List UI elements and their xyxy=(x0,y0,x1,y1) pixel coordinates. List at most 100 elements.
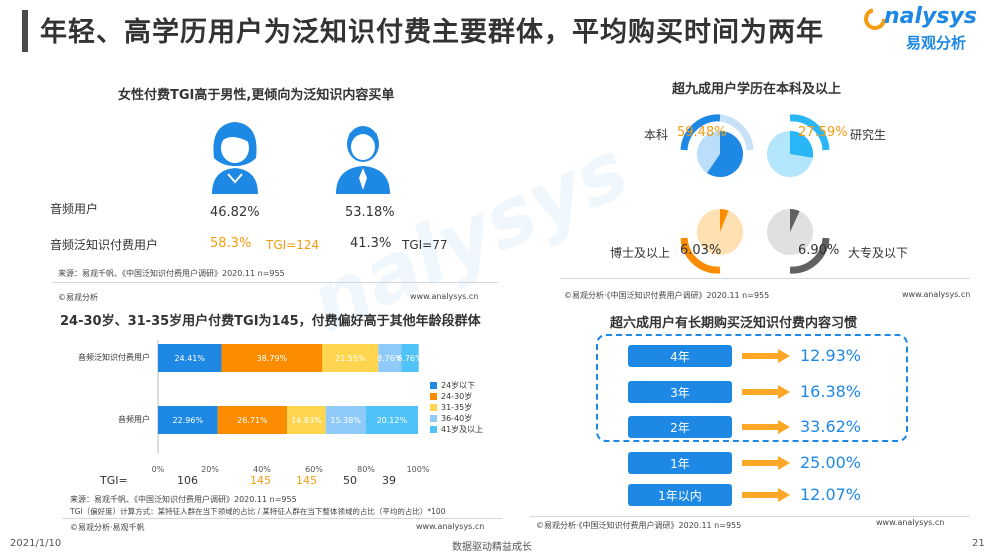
footer-page-number: 21 xyxy=(972,538,985,549)
legend-item: 31-35岁 xyxy=(430,402,483,413)
age-source-1: 来源：易观千帆、《中国泛知识付费用户调研》2020.11 n=955 xyxy=(70,495,297,504)
bar-value-label: 26.71% xyxy=(237,416,268,425)
legend-swatch xyxy=(430,382,437,389)
tgi-value: 39 xyxy=(382,474,396,487)
duration-value: 25.00% xyxy=(800,453,862,472)
female-audio-value: 46.82% xyxy=(210,205,260,220)
right-arrow-icon xyxy=(742,349,790,363)
male-paid-value: 41.3% xyxy=(350,236,392,251)
x-tick-label: 60% xyxy=(305,465,323,474)
bar-value-label: 22.96% xyxy=(173,416,204,425)
female-user-icon xyxy=(212,122,258,194)
x-tick-label: 100% xyxy=(407,465,430,474)
education-rings xyxy=(680,114,830,274)
title-accent-bar xyxy=(22,10,28,52)
long-term-highlight-box xyxy=(596,334,908,442)
right-arrow-icon xyxy=(742,420,790,434)
bachelor-value: 59.48% xyxy=(677,125,727,140)
paid-user-label: 音频泛知识付费用户 xyxy=(50,238,159,252)
education-divider xyxy=(560,278,970,279)
bar-segment xyxy=(158,406,218,434)
female-tgi: TGI=124 xyxy=(266,238,320,252)
education-url: www.analysys.cn xyxy=(902,290,971,299)
legend-label: 24岁以下 xyxy=(441,381,476,390)
bar-segment xyxy=(365,406,418,434)
bachelor-pie-slice xyxy=(707,131,743,177)
bar-segment xyxy=(217,406,288,434)
bar-segment xyxy=(158,344,222,372)
legend-item: 24-30岁 xyxy=(430,391,483,402)
duration-url: www.analysys.cn xyxy=(876,518,945,527)
legend-swatch xyxy=(430,426,437,433)
doctor-label: 博士及以上 xyxy=(610,246,671,260)
doctor-value: 6.03% xyxy=(680,243,722,258)
bar-value-label: 8.76% xyxy=(377,354,403,363)
bar-value-label: 38.79% xyxy=(257,354,288,363)
duration-source: ©易观分析·《中国泛知识付费用户调研》2020.11 n=955 xyxy=(536,521,742,530)
legend-label: 36-40岁 xyxy=(441,414,473,423)
duration-pill: 1年 xyxy=(628,452,732,474)
bachelor-label: 本科 xyxy=(644,128,669,142)
page-title: 年轻、高学历用户为泛知识付费主要群体，平均购买时间为两年 xyxy=(40,17,824,48)
duration-subtitle: 超六成用户有长期购买泛知识付费内容习惯 xyxy=(610,316,858,331)
bar-value-label: 14.83% xyxy=(291,416,322,425)
bar-value-label: 21.55% xyxy=(335,354,366,363)
x-tick-label: 20% xyxy=(201,465,219,474)
tgi-value: 50 xyxy=(343,474,357,487)
college-pie-slice xyxy=(790,209,800,232)
legend-swatch xyxy=(430,393,437,400)
logo-swirl-icon xyxy=(864,8,886,30)
duration-pill: 3年 xyxy=(628,381,732,403)
gender-subtitle: 女性付费TGI高于男性,更倾向为泛知识内容买单 xyxy=(118,88,395,103)
bar-group: 24.41% 38.79% 21.55% 8.76%6.76% 22.96% 26.71%… xyxy=(158,344,423,434)
legend-label: 24-30岁 xyxy=(441,392,473,401)
bar-value-label: 24.41% xyxy=(174,354,205,363)
age-divider xyxy=(62,518,502,519)
tgi-value: 145 xyxy=(296,474,317,487)
male-tgi: TGI=77 xyxy=(402,238,448,252)
gender-source: 来源：易观千帆、《中国泛知识付费用户调研》2020.11 n=955 xyxy=(58,269,285,278)
bar-value-label: 20.12% xyxy=(377,416,408,425)
duration-divider xyxy=(530,516,970,517)
category-label-paid: 音频泛知识付费用户 xyxy=(78,352,150,362)
female-paid-value: 58.3% xyxy=(210,236,252,251)
legend-item: 24岁以下 xyxy=(430,380,483,391)
legend-label: 31-35岁 xyxy=(441,403,473,412)
duration-pill: 1年以内 xyxy=(628,484,732,506)
doctor-pie-slice xyxy=(720,209,729,232)
gender-url: www.analysys.cn xyxy=(410,292,479,301)
x-tick-label: 80% xyxy=(357,465,375,474)
master-label: 研究生 xyxy=(850,128,887,142)
duration-value: 12.07% xyxy=(800,485,862,504)
x-tick-label: 40% xyxy=(253,465,271,474)
education-subtitle: 超九成用户学历在本科及以上 xyxy=(672,82,842,97)
duration-value: 33.62% xyxy=(800,417,862,436)
legend-item: 41岁及以上 xyxy=(430,424,483,435)
bar-segment xyxy=(325,406,366,434)
gender-copyright: ©易观分析 xyxy=(58,293,98,302)
bar-segment xyxy=(401,344,419,372)
bar-segment xyxy=(378,344,402,372)
x-tick-group: 0% 20% 40% 60% 80% 100% xyxy=(152,465,430,474)
bar-segment xyxy=(221,344,323,372)
legend-swatch xyxy=(430,415,437,422)
age-copyright: ©易观分析·易观千帆 xyxy=(70,523,145,532)
college-label: 大专及以下 xyxy=(848,246,909,260)
college-value: 6.90% xyxy=(798,243,840,258)
master-pie-slice xyxy=(790,131,813,158)
duration-pill: 4年 xyxy=(628,345,732,367)
tgi-label: TGI= xyxy=(100,474,128,487)
age-legend: 24岁以下 24-30岁 31-35岁 36-40岁 41岁及以上 xyxy=(430,380,483,435)
legend-item: 36-40岁 xyxy=(430,413,483,424)
age-stacked-bar-chart: 音频泛知识付费用户 音频用户 24.41% 38.79% 21.55% 8.76%6.… xyxy=(78,340,430,474)
gender-divider xyxy=(52,282,498,283)
right-arrow-icon xyxy=(742,488,790,502)
tgi-value: 145 xyxy=(250,474,271,487)
tgi-value: 106 xyxy=(177,474,198,487)
logo-text: nalysys xyxy=(884,4,977,29)
duration-value: 16.38% xyxy=(800,382,862,401)
bar-value-label: 15.38% xyxy=(330,416,361,425)
age-url: www.analysys.cn xyxy=(416,522,485,531)
x-tick-label: 0% xyxy=(152,465,165,474)
audio-user-label: 音频用户 xyxy=(50,202,99,216)
